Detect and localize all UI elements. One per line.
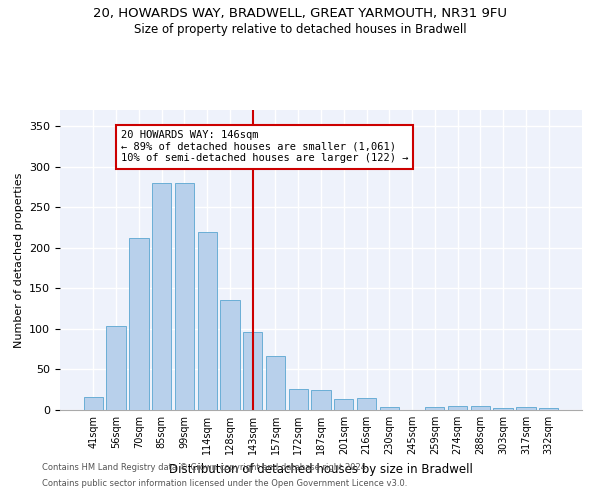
Bar bbox=[84, 397, 103, 410]
Bar bbox=[425, 407, 445, 410]
Bar bbox=[448, 406, 467, 410]
Bar bbox=[380, 407, 399, 410]
Bar bbox=[175, 183, 194, 410]
Bar bbox=[152, 183, 172, 410]
Bar bbox=[243, 332, 262, 410]
Bar bbox=[197, 232, 217, 410]
Bar bbox=[539, 408, 558, 410]
Bar bbox=[289, 389, 308, 410]
Bar bbox=[266, 356, 285, 410]
Y-axis label: Number of detached properties: Number of detached properties bbox=[14, 172, 23, 348]
Text: 20 HOWARDS WAY: 146sqm
← 89% of detached houses are smaller (1,061)
10% of semi-: 20 HOWARDS WAY: 146sqm ← 89% of detached… bbox=[121, 130, 408, 164]
Bar bbox=[106, 326, 126, 410]
Bar bbox=[311, 390, 331, 410]
X-axis label: Distribution of detached houses by size in Bradwell: Distribution of detached houses by size … bbox=[169, 462, 473, 475]
Bar bbox=[470, 406, 490, 410]
Bar bbox=[493, 408, 513, 410]
Bar bbox=[220, 300, 239, 410]
Text: Contains public sector information licensed under the Open Government Licence v3: Contains public sector information licen… bbox=[42, 478, 407, 488]
Bar bbox=[516, 407, 536, 410]
Bar bbox=[334, 398, 353, 410]
Text: Size of property relative to detached houses in Bradwell: Size of property relative to detached ho… bbox=[134, 22, 466, 36]
Bar bbox=[129, 238, 149, 410]
Text: 20, HOWARDS WAY, BRADWELL, GREAT YARMOUTH, NR31 9FU: 20, HOWARDS WAY, BRADWELL, GREAT YARMOUT… bbox=[93, 8, 507, 20]
Bar bbox=[357, 398, 376, 410]
Text: Contains HM Land Registry data © Crown copyright and database right 2024.: Contains HM Land Registry data © Crown c… bbox=[42, 464, 368, 472]
